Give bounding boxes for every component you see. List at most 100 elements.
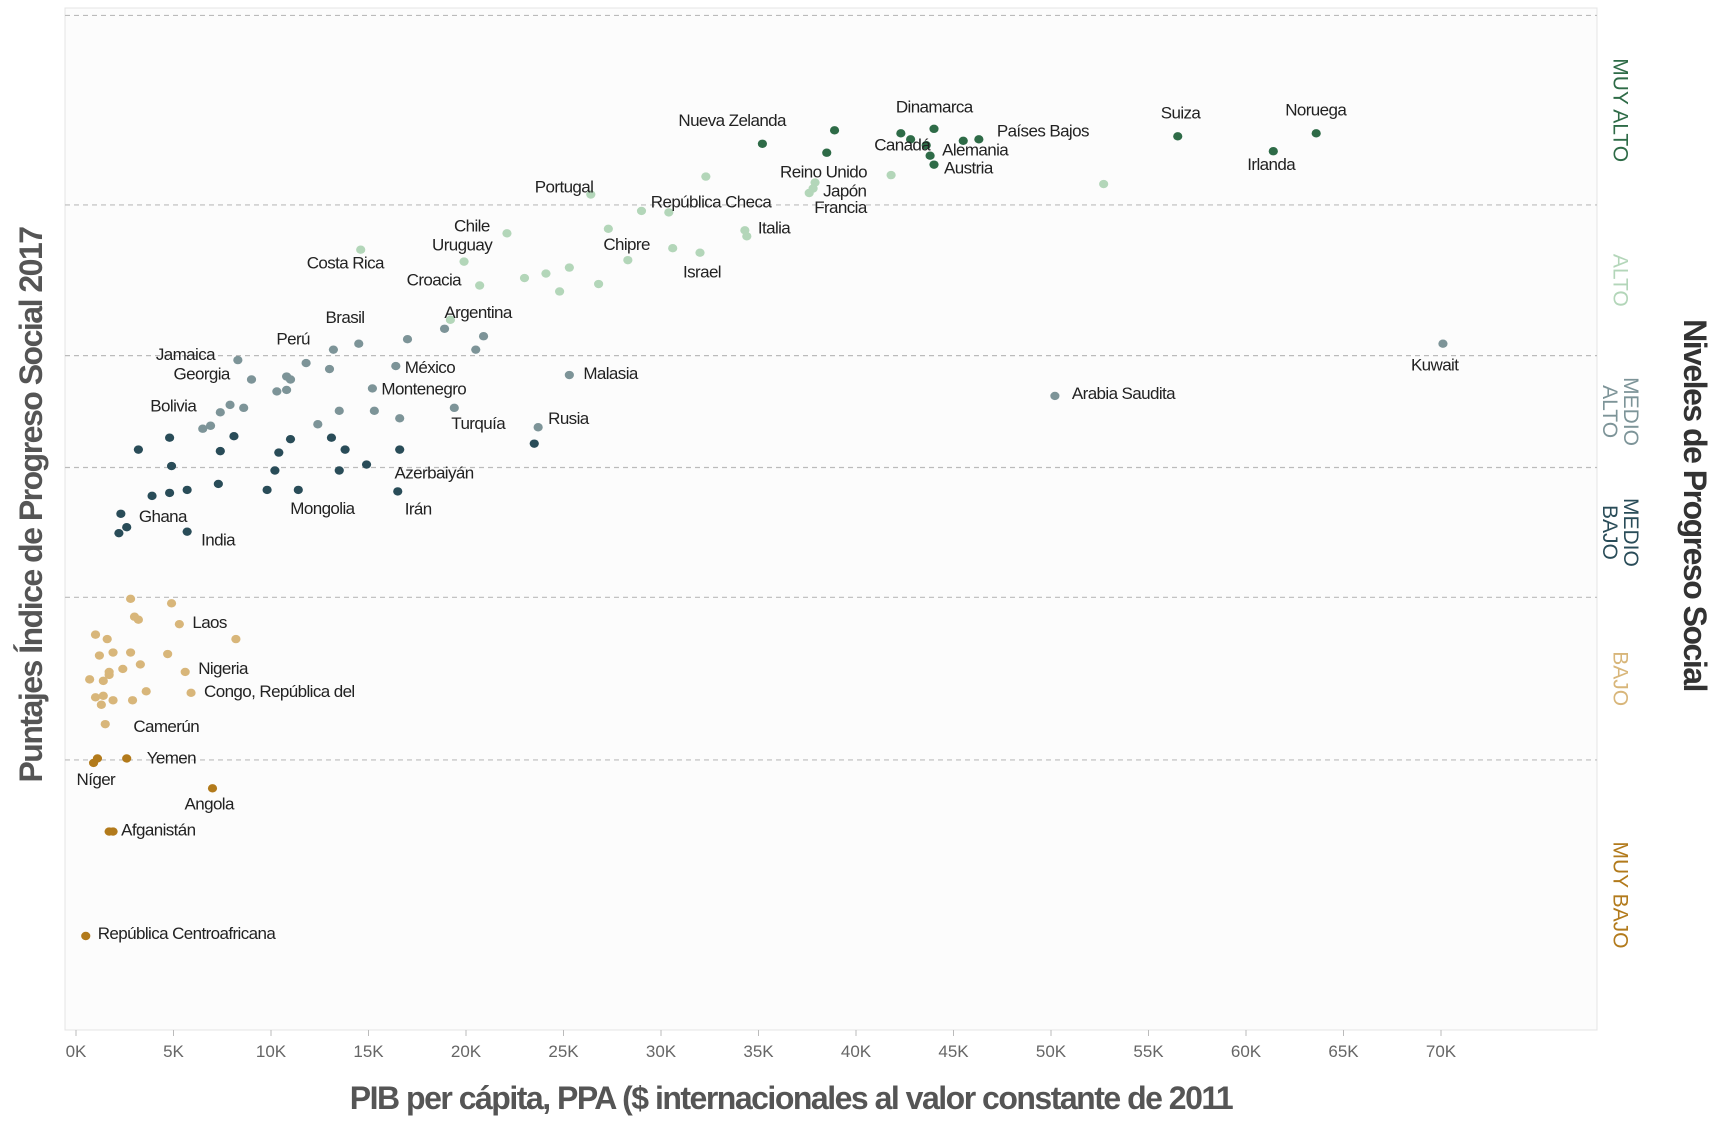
point-label: India [201, 531, 236, 550]
point-label: Chile [454, 216, 490, 235]
data-point [126, 648, 136, 657]
point-label: Ghana [139, 507, 188, 526]
data-point [133, 445, 143, 454]
data-point [1268, 147, 1278, 156]
data-point [742, 232, 752, 241]
level-label: ALTO [1608, 254, 1631, 307]
data-point [478, 332, 489, 341]
data-point [603, 224, 613, 234]
data-point [229, 431, 239, 441]
data-point [564, 263, 574, 272]
data-point [90, 630, 101, 639]
point-label: República Centroafricana [98, 924, 277, 943]
data-point [215, 408, 225, 417]
data-point [133, 615, 143, 624]
data-point [98, 691, 108, 700]
x-tick-label: 60K [1231, 1042, 1262, 1061]
data-point [96, 700, 106, 709]
data-point [475, 281, 485, 290]
data-point [529, 439, 539, 448]
data-point [126, 594, 136, 604]
point-label: Suiza [1161, 103, 1202, 122]
point-label: Afganistán [121, 821, 195, 840]
data-point [906, 135, 916, 144]
data-point [393, 487, 403, 496]
data-point [502, 229, 512, 238]
point-label: Turquía [451, 414, 506, 433]
x-tick-label: 0K [66, 1042, 87, 1061]
x-tick-label: 70K [1426, 1042, 1457, 1061]
data-point [81, 931, 91, 941]
point-label: Perú [276, 330, 310, 349]
data-point [285, 434, 296, 444]
level-grid-lines [65, 14, 1597, 761]
point-label: Canadá [874, 135, 931, 154]
right-axis-title: Niveles de Progreso Social [1677, 319, 1711, 691]
point-label: Irlanda [1247, 155, 1296, 174]
data-point [369, 406, 379, 416]
data-point [239, 403, 249, 413]
data-point [108, 827, 118, 836]
data-point [182, 485, 192, 495]
point-label: Italia [758, 218, 791, 237]
data-point [929, 160, 939, 169]
x-tick-label: 25K [548, 1042, 579, 1061]
point-label: México [405, 358, 455, 377]
data-point [98, 676, 108, 686]
data-points [81, 124, 1448, 941]
data-point [555, 287, 565, 296]
data-point [100, 719, 110, 729]
data-point [174, 619, 184, 629]
x-tick-label: 35K [743, 1042, 774, 1061]
point-labels: Nueva Zelanda Dinamarca Canadá AlemaniaAust… [77, 97, 1460, 943]
point-label: Austria [944, 159, 994, 178]
data-point [301, 358, 311, 368]
data-point [285, 375, 296, 384]
data-point [449, 403, 459, 413]
data-point [122, 523, 132, 532]
data-point [334, 466, 344, 475]
data-point [94, 651, 104, 660]
data-point [886, 170, 896, 180]
point-label: Níger [77, 770, 117, 789]
point-label: Angola [185, 794, 235, 813]
point-label: República Checa [651, 192, 773, 211]
point-label: Congo, República del [204, 682, 355, 701]
data-point [233, 355, 243, 365]
point-label: Camerún [133, 717, 199, 736]
level-label: MEDIO [1619, 377, 1642, 446]
point-label: Noruega [1285, 100, 1347, 119]
point-label: Uruguay [432, 236, 493, 255]
data-point [929, 124, 939, 134]
data-point [564, 370, 574, 380]
data-point [122, 754, 132, 763]
level-label: BAJO [1598, 505, 1621, 560]
data-point [85, 675, 95, 684]
data-point [198, 424, 208, 433]
data-point [1173, 132, 1183, 141]
data-point [328, 345, 338, 354]
data-point [1438, 339, 1448, 348]
data-point [272, 387, 282, 396]
point-label: Arabia Saudita [1072, 384, 1176, 403]
level-label: ALTO [1598, 385, 1621, 438]
point-label: Laos [192, 613, 227, 632]
point-label: Alemania [942, 141, 1009, 160]
data-point [108, 648, 118, 657]
x-tick-label: 30K [646, 1042, 677, 1061]
data-point [829, 126, 840, 135]
point-label: Chipre [603, 235, 650, 254]
data-point [104, 670, 114, 680]
point-label: Dinamarca [896, 97, 974, 116]
point-label: Bolivia [150, 396, 197, 415]
plot-area [64, 7, 1598, 1031]
data-point [1099, 179, 1109, 189]
point-label: Francia [814, 198, 868, 217]
data-point [356, 245, 366, 254]
data-point [395, 414, 405, 423]
data-point [367, 384, 377, 393]
x-tick-label: 10K [256, 1042, 287, 1061]
x-axis-ticks: 0K 5K 10K 15K 20K 25K 30K 35K 40K 45K 50K 55K 60K 65K… [66, 1030, 1457, 1061]
data-point [114, 528, 124, 538]
data-point [340, 445, 350, 454]
